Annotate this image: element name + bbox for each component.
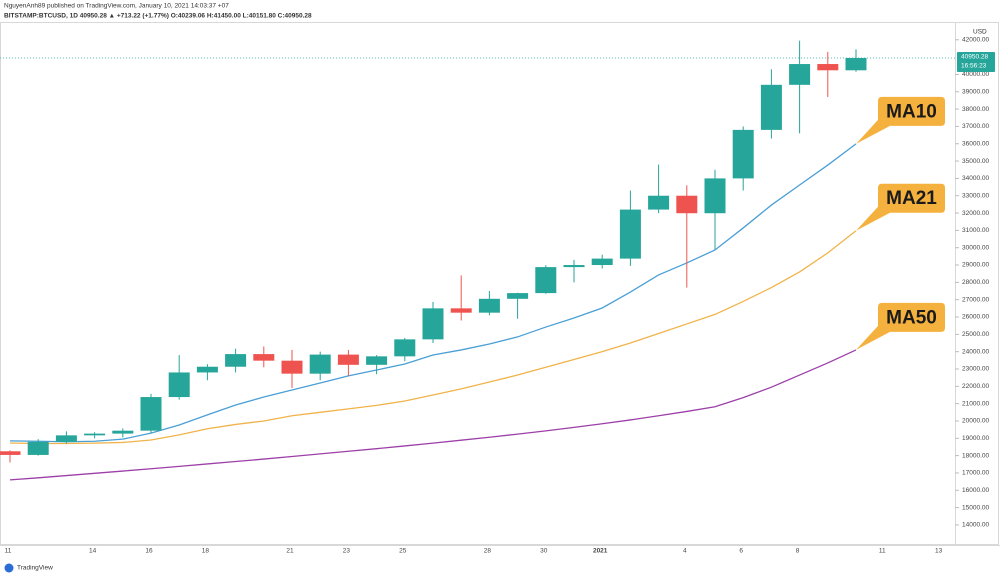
- candle-body: [394, 339, 416, 357]
- symbol-line: BITSTAMP:BTCUSD, 1D 40950.28 ▲ +713.22 (…: [4, 13, 312, 20]
- y-tick-label: 22000.00: [962, 383, 989, 390]
- candle-body: [422, 308, 444, 340]
- candle-body: [27, 441, 49, 455]
- candle-body: [591, 258, 613, 266]
- ma-line: [9, 230, 857, 445]
- x-tick-label: 11: [879, 548, 886, 555]
- y-tick-label: 27000.00: [962, 296, 989, 303]
- candle-body: [619, 209, 641, 259]
- price-tag: [957, 51, 995, 72]
- y-tick-label: 19000.00: [962, 435, 989, 442]
- frame: [0, 22, 999, 545]
- y-tick-label: 36000.00: [962, 140, 989, 147]
- price-tag-countdown: 16:56:23: [961, 63, 987, 70]
- ma-line: [9, 143, 857, 443]
- candle-body: [478, 298, 500, 313]
- x-tick-label: 30: [540, 548, 548, 555]
- currency-label: USD: [973, 29, 987, 36]
- candle-body: [281, 360, 303, 374]
- y-tick-label: 30000.00: [962, 244, 989, 251]
- y-tick-label: 42000.00: [962, 37, 989, 44]
- candle-body: [196, 366, 218, 373]
- x-tick-label: 16: [145, 548, 153, 555]
- y-tick-label: 32000.00: [962, 210, 989, 217]
- candle-body: [507, 293, 529, 299]
- candle-body: [450, 308, 472, 313]
- candle-body: [366, 356, 388, 365]
- y-tick-label: 26000.00: [962, 314, 989, 321]
- y-tick-label: 37000.00: [962, 123, 989, 130]
- candle-body: [648, 195, 670, 210]
- publish-header: NguyenAnh89 published on TradingView.com…: [4, 3, 229, 10]
- candle-body: [817, 64, 839, 71]
- y-tick-label: 28000.00: [962, 279, 989, 286]
- footer: TradingView: [17, 565, 53, 572]
- y-tick-label: 23000.00: [962, 366, 989, 373]
- callout-box: [856, 183, 945, 231]
- candle-body: [563, 265, 585, 268]
- candle-body: [732, 129, 754, 179]
- y-tick-label: 38000.00: [962, 106, 989, 113]
- candle-body: [845, 57, 867, 71]
- y-tick-label: 16000.00: [962, 487, 989, 494]
- candle-body: [55, 435, 77, 442]
- x-tick-label: 6: [739, 548, 743, 555]
- callout-box: [856, 96, 945, 144]
- x-tick-label: 11: [5, 548, 12, 555]
- y-tick-label: 25000.00: [962, 331, 989, 338]
- candle-body: [676, 195, 698, 214]
- x-tick-label: 28: [484, 548, 492, 555]
- y-tick-label: 24000.00: [962, 348, 989, 355]
- x-tick-label: 8: [796, 548, 800, 555]
- candle-body: [112, 430, 134, 434]
- y-tick-label: 33000.00: [962, 192, 989, 199]
- logo: [4, 563, 14, 573]
- y-tick-label: 40000.00: [962, 71, 989, 78]
- x-tick-label: 21: [286, 548, 294, 555]
- candle-body: [309, 354, 331, 374]
- x-tick-label: 13: [935, 548, 943, 555]
- callout-label: MA21: [886, 188, 937, 209]
- callout-label: MA50: [886, 307, 937, 328]
- candle-body: [704, 178, 726, 214]
- y-tick-label: 14000.00: [962, 522, 989, 529]
- x-tick-label: 23: [343, 548, 351, 555]
- y-tick-label: 35000.00: [962, 158, 989, 165]
- candle-body: [253, 354, 275, 361]
- y-tick-label: 34000.00: [962, 175, 989, 182]
- y-tick-label: 31000.00: [962, 227, 989, 234]
- candle-body: [225, 354, 247, 367]
- x-tick-label: 18: [202, 548, 210, 555]
- y-tick-label: 29000.00: [962, 262, 989, 269]
- callout-box: [856, 302, 945, 350]
- candle-body: [760, 84, 782, 130]
- callout-label: MA10: [886, 101, 937, 122]
- x-tick-label: 4: [683, 548, 687, 555]
- y-tick-label: 20000.00: [962, 418, 989, 425]
- x-tick-label: 2021: [593, 548, 608, 555]
- x-tick-label: 14: [89, 548, 97, 555]
- y-tick-label: 39000.00: [962, 88, 989, 95]
- candle-body: [789, 64, 811, 85]
- ma-line: [9, 349, 857, 481]
- y-tick-label: 21000.00: [962, 400, 989, 407]
- y-tick-label: 17000.00: [962, 470, 989, 477]
- y-tick-label: 18000.00: [962, 452, 989, 459]
- candle-body: [84, 433, 106, 436]
- y-tick-label: 15000.00: [962, 504, 989, 511]
- x-tick-label: 25: [399, 548, 407, 555]
- candle-body: [168, 372, 190, 398]
- candle-body: [140, 397, 162, 431]
- candle-body: [0, 451, 21, 455]
- candle-body: [535, 267, 557, 294]
- candle-body: [337, 354, 359, 365]
- price-tag-value: 40950.28: [961, 54, 988, 61]
